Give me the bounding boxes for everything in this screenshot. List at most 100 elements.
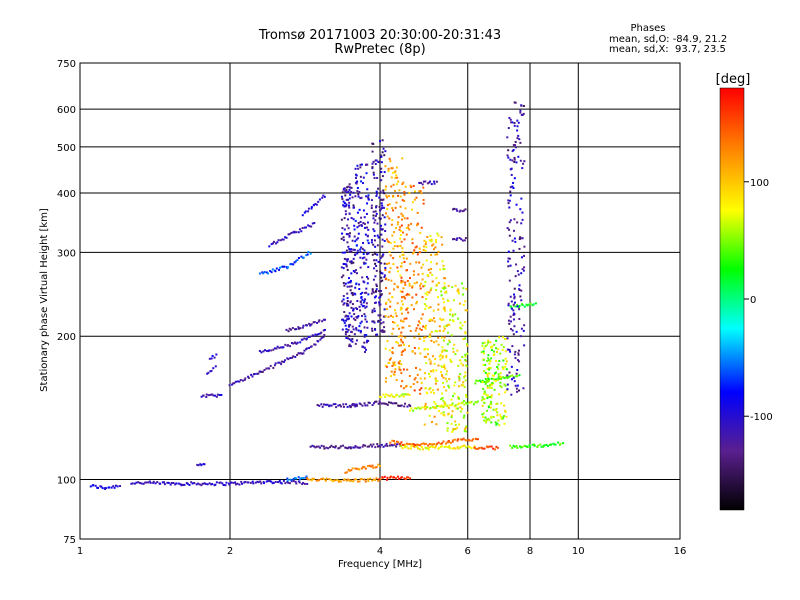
echo-point: [340, 218, 343, 221]
echo-point: [104, 487, 107, 490]
echo-point: [349, 279, 352, 282]
echo-point: [415, 302, 418, 305]
echo-point: [346, 292, 349, 295]
echo-point: [364, 315, 367, 318]
echo-point: [303, 211, 306, 214]
echo-point: [384, 347, 387, 350]
echo-point: [424, 292, 427, 295]
echo-point: [340, 266, 343, 269]
echo-point: [438, 325, 441, 328]
echo-point: [398, 244, 401, 247]
echo-point: [398, 228, 401, 231]
echo-point: [306, 477, 309, 480]
echo-point: [247, 376, 250, 379]
echo-point: [442, 264, 445, 267]
echo-point: [363, 262, 366, 265]
echo-point: [227, 482, 230, 485]
echo-point: [161, 481, 164, 484]
echo-point: [429, 234, 432, 237]
echo-point: [457, 397, 460, 400]
echo-point: [263, 482, 266, 485]
echo-point: [142, 482, 145, 485]
echo-point: [319, 446, 322, 449]
echo-point: [427, 275, 430, 278]
echo-point: [482, 416, 485, 419]
echo-point: [385, 442, 388, 445]
echo-point: [214, 483, 217, 486]
echo-point: [437, 441, 440, 444]
echo-point: [404, 281, 407, 284]
echo-point: [452, 299, 455, 302]
echo-point: [389, 305, 392, 308]
echo-point: [344, 213, 347, 216]
echo-point: [366, 445, 369, 448]
echo-point: [360, 295, 363, 298]
echo-point: [348, 404, 351, 407]
echo-point: [203, 482, 206, 485]
echo-point: [369, 477, 372, 480]
echo-point: [456, 439, 459, 442]
echo-point: [240, 480, 243, 483]
echo-point: [392, 263, 395, 266]
echo-point: [351, 196, 354, 199]
echo-point: [371, 404, 374, 407]
echo-point: [443, 364, 446, 367]
echo-point: [397, 180, 400, 183]
echo-point: [440, 365, 443, 368]
echo-point: [277, 481, 280, 484]
echo-point: [392, 209, 395, 212]
echo-point: [354, 286, 357, 289]
echo-point: [349, 447, 352, 450]
echo-point: [493, 343, 496, 346]
echo-point: [465, 396, 468, 399]
echo-point: [301, 214, 304, 217]
echo-point: [348, 469, 351, 472]
echo-point: [340, 405, 343, 408]
echo-point: [366, 234, 369, 237]
echo-point: [302, 481, 305, 484]
y-tick-label: 100: [57, 476, 76, 487]
echo-point: [400, 306, 403, 309]
echo-point: [355, 244, 358, 247]
echo-point: [448, 440, 451, 443]
echo-point: [455, 208, 458, 211]
echo-point: [501, 348, 504, 351]
echo-point: [507, 228, 510, 231]
echo-point: [374, 219, 377, 222]
echo-point: [498, 377, 501, 380]
echo-point: [476, 400, 479, 403]
echo-point: [444, 442, 447, 445]
echo-point: [459, 326, 462, 329]
colorbar-tick-label: 0: [750, 295, 756, 306]
echo-point: [392, 327, 395, 330]
echo-point: [490, 377, 493, 380]
echo-point: [431, 274, 434, 277]
echo-point: [461, 324, 464, 327]
echo-point: [518, 317, 521, 320]
echo-point: [321, 320, 324, 323]
echo-point: [319, 478, 322, 481]
echo-point: [400, 224, 403, 227]
echo-point: [406, 293, 409, 296]
echo-point: [359, 300, 362, 303]
echo-point: [359, 251, 362, 254]
echo-point: [406, 217, 409, 220]
echo-point: [265, 367, 268, 370]
echo-point: [507, 265, 510, 268]
echo-point: [382, 198, 385, 201]
echo-point: [272, 240, 275, 243]
echo-point: [496, 446, 499, 449]
echo-point: [443, 285, 446, 288]
echo-point: [501, 336, 504, 339]
echo-point: [348, 334, 351, 337]
y-axis-label: Stationary phase Virtual Height [km]: [39, 208, 50, 392]
echo-point: [259, 480, 262, 483]
echo-point: [284, 482, 287, 485]
echo-point: [486, 343, 489, 346]
echo-point: [423, 443, 426, 446]
echo-point: [377, 187, 380, 190]
echo-point: [392, 183, 395, 186]
echo-point: [435, 340, 438, 343]
echo-point: [407, 447, 410, 450]
echo-point: [400, 385, 403, 388]
